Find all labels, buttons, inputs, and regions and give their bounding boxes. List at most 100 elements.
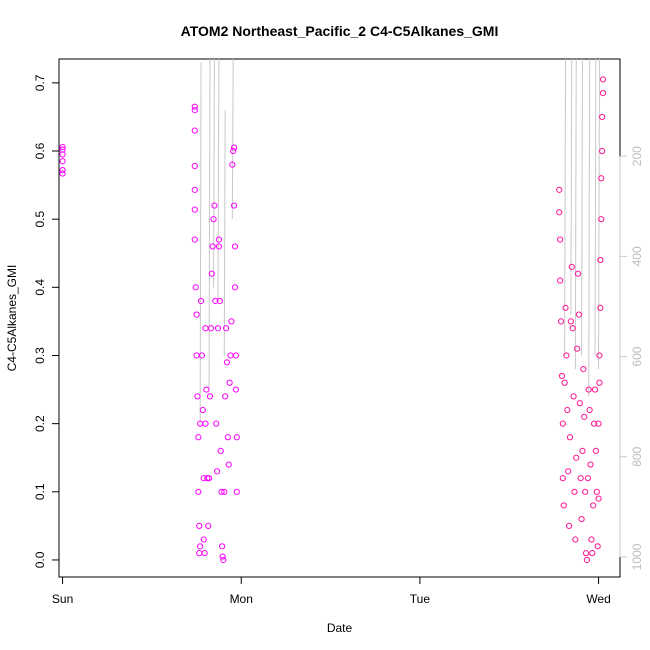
data-point [191, 162, 198, 170]
data-point [218, 488, 225, 495]
data-point [569, 325, 576, 332]
data-point [205, 475, 213, 482]
data-point [582, 550, 590, 557]
data-point [195, 434, 202, 441]
data-point [216, 297, 223, 305]
data-point [595, 495, 602, 502]
data-point [195, 488, 202, 495]
data-point [205, 522, 212, 529]
data-point [231, 284, 239, 291]
data-point [228, 318, 235, 325]
data-point [191, 186, 198, 193]
data-point [564, 406, 571, 414]
data-point [585, 386, 592, 393]
data-point [222, 325, 230, 332]
data-point [200, 536, 207, 543]
data-point [594, 543, 601, 550]
y2-tick-label: 800 [630, 446, 644, 466]
data-point [593, 488, 600, 495]
y-tick-label: 0.5 [33, 211, 47, 228]
y-tick-label: 0.6 [33, 142, 47, 159]
data-point [229, 161, 236, 168]
data-point [223, 359, 231, 366]
data-point [568, 263, 575, 270]
data-point [214, 468, 221, 475]
data-point [213, 420, 220, 427]
data-point [59, 170, 66, 177]
data-point [191, 206, 198, 213]
data-point [215, 236, 223, 243]
data-point [558, 372, 566, 380]
data-point [598, 216, 605, 223]
data-point [202, 420, 209, 427]
data-point [59, 146, 66, 153]
data-point [202, 325, 209, 332]
data-point [201, 550, 208, 557]
data-point [225, 461, 232, 468]
data-point [214, 325, 222, 332]
data-point [211, 202, 218, 209]
y2-axis: 200 400 600 800 1000 [619, 146, 644, 570]
data-point [572, 536, 579, 543]
y-tick-label: 0.0 [33, 551, 47, 568]
data-point [209, 243, 216, 250]
data-point [224, 434, 231, 441]
data-point [567, 318, 574, 325]
data-point [571, 488, 578, 495]
data-point [193, 352, 200, 359]
data-point [208, 270, 215, 277]
data-point [588, 536, 595, 543]
pressure-spike [564, 58, 567, 356]
data-point [217, 447, 224, 455]
data-point [212, 297, 219, 305]
data-point [599, 76, 607, 83]
data-point [220, 556, 227, 564]
data-point [219, 543, 226, 550]
data-point [592, 447, 599, 455]
data-point [197, 543, 204, 550]
data-point [215, 243, 223, 250]
x-tick-label: Tue [410, 592, 431, 606]
data-point [596, 379, 603, 386]
data-point [581, 413, 588, 420]
data-point [565, 522, 573, 529]
data-point [222, 393, 229, 400]
data-point [561, 379, 568, 386]
data-point [227, 352, 234, 359]
data-point [557, 236, 564, 243]
data-point [59, 166, 66, 174]
data-point [589, 550, 596, 557]
pressure-spike [199, 62, 202, 424]
data-point [191, 127, 198, 134]
pressure-spike [581, 58, 583, 356]
data-point [194, 393, 201, 400]
x-tick-label: Sun [52, 592, 73, 606]
pressure-spike [217, 58, 220, 301]
data-point [557, 277, 564, 284]
data-point [580, 366, 587, 373]
data-point [230, 144, 238, 151]
data-point [206, 393, 214, 400]
data-point [231, 243, 239, 250]
points-layer [59, 76, 607, 564]
y-axis: 0.0 0.1 0.2 0.3 0.4 0.5 0.6 0.7 [33, 74, 60, 568]
data-point [230, 202, 238, 209]
pressure-spike [570, 58, 573, 315]
data-point [221, 488, 228, 495]
data-point [192, 284, 199, 291]
pressure-spike [598, 58, 600, 370]
data-point [584, 475, 591, 482]
x-tick-label: Wed [586, 592, 610, 606]
data-point [574, 345, 581, 352]
data-point [596, 352, 603, 359]
data-point [59, 158, 66, 165]
data-point [587, 461, 594, 468]
x-axis-label: Date [327, 621, 353, 635]
data-point [198, 352, 206, 359]
data-point [595, 420, 602, 427]
data-point [562, 304, 569, 311]
pressure-spike [574, 58, 577, 370]
y-axis-label: C4-C5Alkanes_GMI [5, 265, 19, 372]
